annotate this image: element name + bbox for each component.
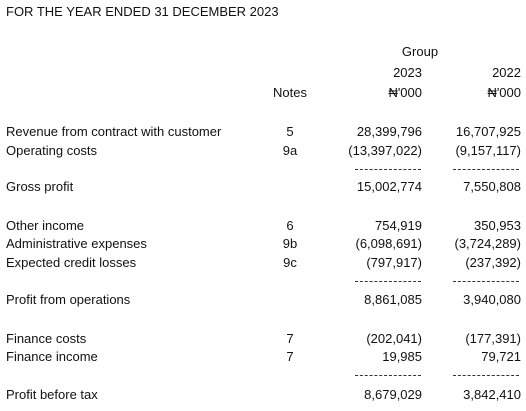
value: 754,919 (375, 218, 422, 233)
note: 9b (282, 236, 298, 251)
value: (177,391) (465, 331, 521, 346)
value: (9,157,117) (455, 143, 521, 158)
row-label: Expected credit losses (6, 255, 137, 270)
value: 8,861,085 (364, 292, 422, 307)
rule (355, 375, 421, 376)
row-label: Profit before tax (6, 387, 98, 402)
value: 19,985 (382, 349, 422, 364)
notes-heading: Notes (273, 85, 307, 100)
value: 16,707,925 (455, 124, 521, 139)
row-label: Finance costs (6, 331, 87, 346)
unit-heading: ₦'000 (487, 85, 521, 100)
value: (797,917) (366, 255, 422, 270)
rule (355, 281, 421, 282)
note: 7 (286, 331, 294, 346)
value: 350,953 (474, 218, 521, 233)
note: 6 (286, 218, 294, 233)
row-label: Finance income (6, 349, 98, 364)
unit-heading: ₦'000 (388, 85, 422, 100)
value: (237,392) (465, 255, 521, 270)
note: 7 (286, 349, 294, 364)
note: 9c (283, 255, 297, 270)
row-label: Revenue from contract with customer (6, 124, 222, 139)
title: FOR THE YEAR ENDED 31 DECEMBER 2023 (6, 4, 279, 19)
year-heading: 2022 (492, 65, 521, 80)
row-label: Administrative expenses (6, 236, 147, 251)
value: (3,724,289) (454, 236, 522, 251)
note: 5 (286, 124, 294, 139)
rule (453, 281, 519, 282)
value: 3,940,080 (463, 292, 521, 307)
value: 79,721 (481, 349, 521, 364)
value: (13,397,022) (348, 143, 422, 158)
year-heading: 2023 (393, 65, 422, 80)
note: 9a (282, 143, 298, 158)
row-label: Profit from operations (6, 292, 131, 307)
value: 3,842,410 (463, 387, 521, 402)
value: 28,399,796 (356, 124, 422, 139)
rule (453, 169, 519, 170)
rule (355, 169, 421, 170)
row-label: Gross profit (6, 179, 74, 194)
value: (202,041) (366, 331, 422, 346)
value: 15,002,774 (356, 179, 422, 194)
value: (6,098,691) (355, 236, 423, 251)
value: 8,679,029 (364, 387, 422, 402)
value: 7,550,808 (463, 179, 521, 194)
row-label: Operating costs (6, 143, 98, 158)
row-label: Other income (6, 218, 85, 233)
group-heading: Group (401, 44, 439, 59)
rule (453, 375, 519, 376)
